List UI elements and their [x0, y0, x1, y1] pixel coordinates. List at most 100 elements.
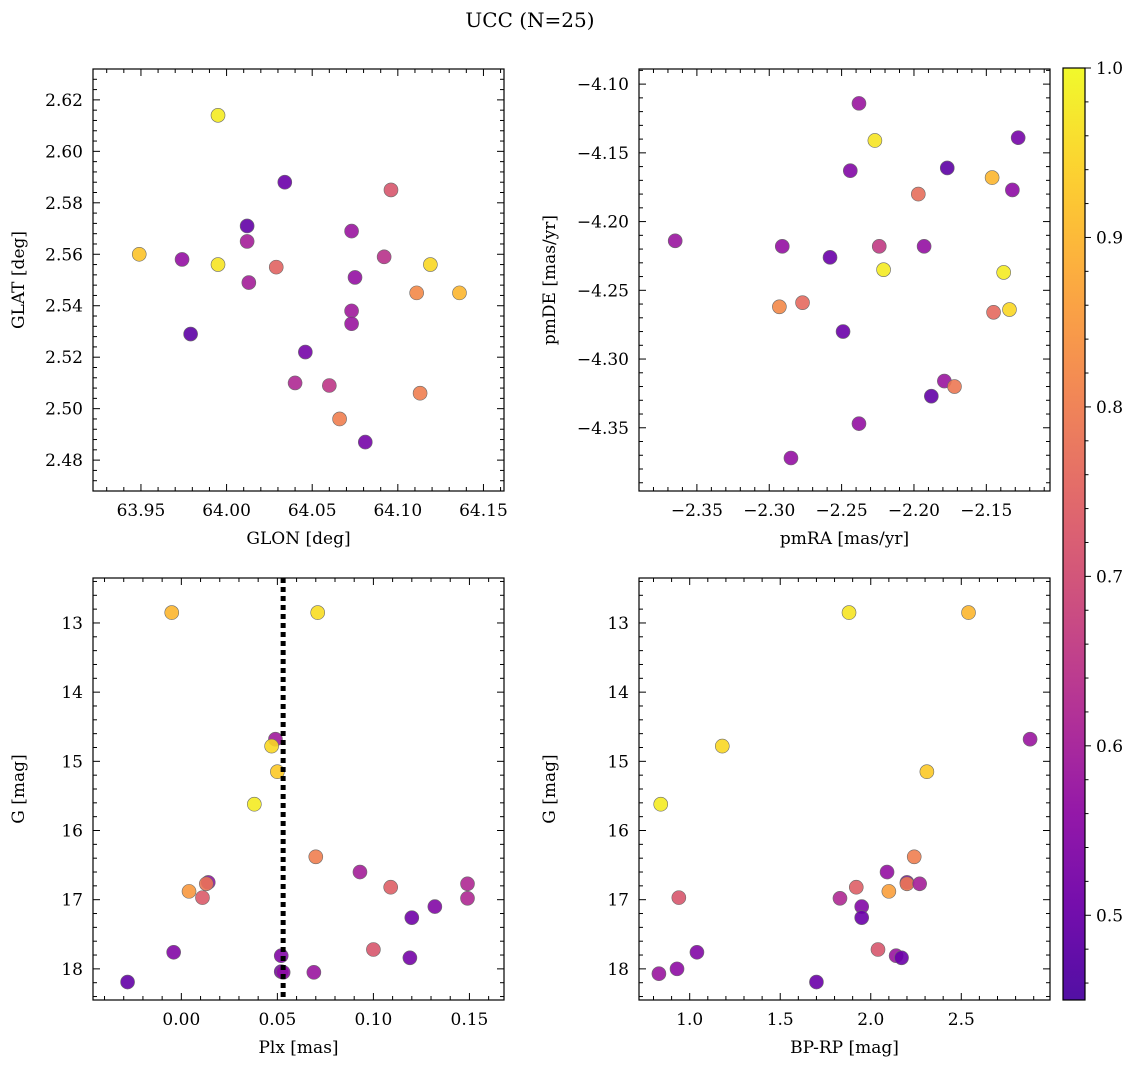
x-tick-label: 64.05: [288, 501, 337, 521]
data-point: [842, 163, 858, 179]
data-point: [1010, 130, 1026, 146]
y-tick-label: 13: [607, 614, 629, 634]
data-point: [239, 234, 255, 249]
data-point: [996, 265, 1011, 280]
data-point: [714, 738, 730, 754]
data-point: [344, 303, 359, 319]
y-tick-label: −4.35: [577, 419, 629, 439]
y-tick-label: 2.52: [45, 348, 83, 368]
data-point: [1005, 182, 1020, 198]
data-point: [1022, 731, 1038, 747]
panel-top-right: −2.35 −2.30 −2.25 −2.20 −2.15 −4.35 −4.30 −4.25…: [540, 68, 1051, 549]
data-point: [344, 316, 359, 332]
x-axis-label: Plx [mas]: [258, 1038, 338, 1058]
x-tick-label: 64.15: [459, 501, 508, 521]
data-point: [947, 379, 962, 394]
data-point: [783, 450, 799, 466]
data-point: [894, 950, 909, 966]
data-point: [352, 864, 368, 880]
scatter-points: [120, 578, 475, 1000]
data-point: [247, 796, 262, 812]
colorbar-bar: [1062, 67, 1086, 1001]
data-point: [310, 605, 326, 620]
data-point: [832, 891, 848, 906]
data-point: [899, 876, 915, 892]
data-point: [870, 942, 886, 957]
scatter-points: [131, 108, 467, 450]
data-point: [322, 378, 337, 393]
scatter-points: [651, 605, 1038, 990]
data-point: [822, 250, 838, 265]
data-point: [911, 186, 926, 202]
y-tick-label: 2.54: [45, 297, 83, 317]
colorbar-tick-label: 0.5: [1096, 906, 1123, 926]
x-tick-label: 0.10: [354, 1010, 392, 1030]
data-point: [277, 174, 293, 190]
x-tick-label: −2.25: [816, 501, 868, 521]
y-tick-label: −4.30: [577, 350, 629, 370]
y-tick-label: 13: [61, 614, 83, 634]
data-point: [383, 182, 399, 198]
panel-bottom-left: 0.00 0.05 0.10 0.15 13 14 15 16 17 18 Plx [mas] G […: [9, 577, 505, 1058]
data-point: [344, 223, 359, 239]
data-point: [210, 257, 226, 272]
data-point: [772, 299, 787, 315]
data-point: [402, 950, 418, 966]
data-point: [383, 879, 398, 895]
axis-ticks: [93, 578, 504, 1000]
data-point: [916, 239, 932, 254]
x-tick-label: −2.35: [671, 501, 723, 521]
y-tick-label: −4.25: [577, 281, 629, 301]
data-point: [848, 879, 864, 895]
data-point: [239, 218, 255, 234]
data-point: [174, 252, 190, 267]
data-point: [241, 275, 257, 290]
data-point: [984, 170, 1000, 185]
panel-bottom-right: 1.0 1.5 2.0 2.5 13 14 15 16 17 18 BP-RP [mag] G [ma…: [540, 577, 1051, 1058]
y-tick-label: 2.62: [45, 91, 83, 111]
data-point: [871, 239, 887, 254]
data-point: [774, 239, 790, 254]
data-point: [854, 910, 870, 925]
x-tick-label: 2.5: [948, 1010, 975, 1030]
data-point: [671, 890, 687, 905]
data-point: [452, 285, 467, 301]
y-axis-label: G [mag]: [9, 754, 29, 823]
data-point: [404, 910, 420, 925]
data-point: [423, 257, 438, 272]
panel-top-left: 63.95 64.00 64.05 64.10 64.15 2.48 2.50 2.52 2.5…: [9, 68, 508, 549]
data-point: [669, 961, 685, 977]
x-tick-label: −2.30: [743, 501, 795, 521]
data-point: [1002, 302, 1017, 317]
data-point: [795, 295, 810, 310]
y-tick-label: 18: [61, 960, 83, 980]
colorbar-tick-label: 1.0: [1096, 59, 1123, 79]
data-point: [409, 285, 424, 301]
data-point: [867, 133, 883, 148]
data-point: [268, 259, 284, 275]
x-tick-label: 1.0: [676, 1010, 703, 1030]
x-tick-label: 64.10: [373, 501, 422, 521]
panels: 63.95 64.00 64.05 64.10 64.15 2.48 2.50 2.52 2.5…: [9, 68, 1051, 1058]
x-tick-label: 64.00: [202, 501, 251, 521]
figure-title: UCC (N=25): [465, 8, 594, 32]
data-point: [427, 899, 443, 914]
y-tick-label: 17: [61, 891, 83, 911]
y-axis-label: pmDE [mas/yr]: [540, 215, 560, 345]
axis-ticks: [639, 69, 1050, 491]
data-point: [876, 262, 891, 277]
x-axis-label: GLON [deg]: [246, 529, 350, 549]
data-point: [332, 411, 347, 427]
y-tick-label: 16: [61, 822, 83, 842]
data-point: [199, 876, 214, 892]
x-tick-label: 0.00: [162, 1010, 200, 1030]
data-point: [841, 605, 857, 620]
data-point: [166, 944, 181, 960]
x-tick-label: 0.15: [451, 1010, 489, 1030]
data-point: [357, 434, 373, 450]
data-point: [298, 344, 313, 360]
colorbar-tick-label: 0.9: [1096, 228, 1123, 248]
data-point: [881, 884, 897, 899]
y-tick-label: −4.20: [577, 213, 629, 233]
